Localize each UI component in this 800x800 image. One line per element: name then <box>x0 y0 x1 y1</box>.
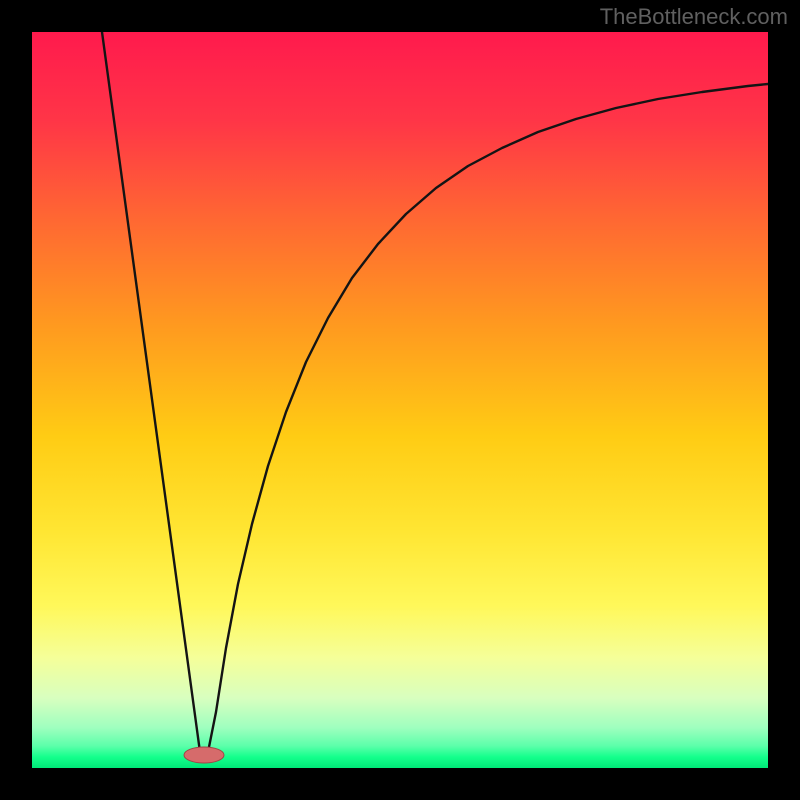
minimum-marker <box>184 747 224 763</box>
watermark-text: TheBottleneck.com <box>600 4 788 30</box>
plot-area <box>32 32 768 768</box>
chart-container: TheBottleneck.com <box>0 0 800 800</box>
chart-svg <box>32 32 768 768</box>
gradient-background <box>32 32 768 768</box>
